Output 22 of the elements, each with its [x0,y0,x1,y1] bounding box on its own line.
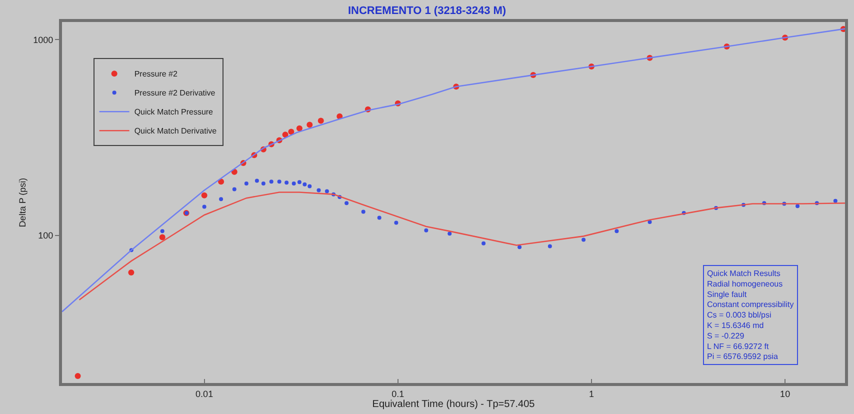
legend-label: Pressure #2 [134,70,178,79]
y-axis-title: Delta P (psi) [18,178,28,228]
y-tick-label: 100 [38,230,54,240]
x-tick-label: 10 [780,388,790,399]
annotation: Constant compressibility [707,300,794,310]
legend-label: Pressure #2 Derivative [134,88,216,98]
y-tick-label: 1000 [33,34,54,45]
annotation: K = 15.6346 md [707,321,764,330]
annotation: Cs = 0.003 bbl/psi [707,310,772,320]
annotation: Pi = 6576.9592 psia [707,352,778,362]
x-axis-title: Equivalent Time (hours) - Tp=57.405 [372,398,536,410]
x-tick-label: 0.1 [392,388,404,399]
annotation: Single fault [707,290,748,299]
annotation: Quick Match Results [707,269,780,278]
annotation: L NF = 66.9272 ft [707,342,770,351]
annotation: S = -0.229 [707,331,745,340]
chart-title: INCREMENTO 1 (3218-3243 M) [348,4,506,17]
legend-label: Quick Match Pressure [134,108,214,117]
x-tick-label: 0.01 [196,388,214,399]
x-tick-label: 1 [588,388,594,399]
legend-label: Quick Match Derivative [134,126,218,136]
annotation: Radial homogeneous [707,279,783,288]
